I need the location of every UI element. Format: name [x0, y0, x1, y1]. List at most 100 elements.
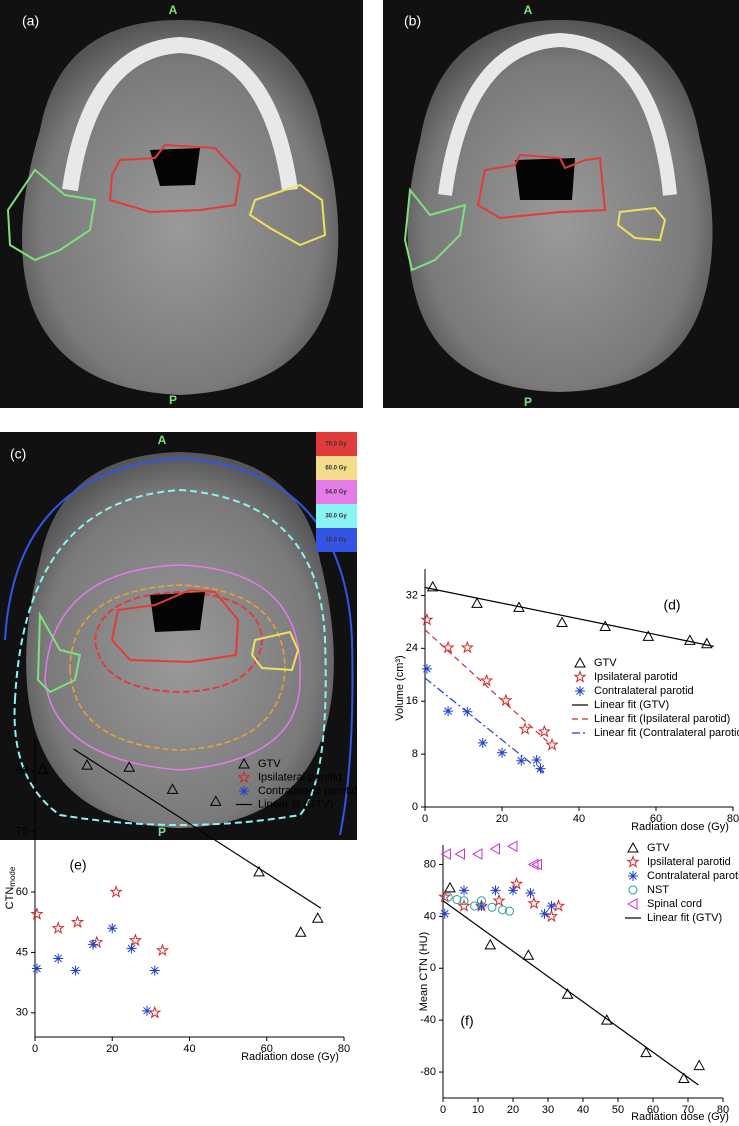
marker	[477, 737, 488, 748]
marker	[476, 900, 487, 911]
marker	[477, 896, 486, 906]
marker	[426, 580, 439, 592]
y-axis-label: Volume (cm³)	[394, 655, 406, 720]
legend-marker	[626, 854, 640, 868]
legend-marker	[574, 656, 586, 668]
marker	[444, 881, 456, 893]
legend-marker	[627, 841, 639, 853]
marker	[459, 885, 469, 896]
marker	[441, 640, 455, 654]
panel-label: (a)	[22, 13, 39, 29]
x-tick-label: 0	[422, 813, 428, 825]
parotid-contour	[36, 611, 82, 694]
legend-marker	[239, 786, 249, 796]
anterior-label: A	[169, 3, 178, 17]
marker	[531, 755, 542, 766]
marker	[128, 933, 143, 947]
parotid-contour	[6, 168, 97, 262]
marker	[497, 747, 507, 758]
dose-swatch	[316, 480, 357, 504]
y-axis-label-text: CTN	[4, 887, 16, 910]
marker	[531, 858, 542, 871]
x-tick-label: 60	[647, 1104, 659, 1116]
panel-label: (e)	[69, 857, 86, 873]
marker	[509, 876, 524, 890]
marker	[53, 953, 64, 964]
y-axis-label-text: Volume (cm³)	[394, 655, 406, 720]
marker	[677, 1072, 690, 1084]
marker	[525, 888, 536, 899]
marker	[253, 865, 265, 877]
anterior-label: A	[158, 433, 167, 447]
x-axis-label: Radiation dose (Gy)	[631, 821, 729, 833]
marker	[439, 908, 450, 919]
legend-marker	[237, 770, 251, 784]
gtv-contour	[108, 143, 242, 214]
marker	[421, 663, 432, 674]
marker	[545, 737, 559, 751]
marker	[457, 898, 471, 912]
y-axis-label-text: Mean CTN (HU)	[418, 932, 430, 1011]
head	[407, 20, 713, 392]
marker	[149, 965, 160, 976]
y-tick-label: 60	[16, 886, 28, 898]
marker	[599, 620, 612, 632]
legend-label: Contralateral parotid	[258, 785, 358, 797]
mandible	[438, 32, 677, 196]
marker	[87, 939, 98, 950]
dose-legend: 70.0 Gy 60.0 Gy 54.0 Gy 30.0 Gy 10.0 Gy	[316, 432, 357, 552]
marker	[546, 900, 557, 911]
marker	[155, 943, 170, 957]
legend-marker	[573, 669, 587, 683]
y-axis-label-subscript: mode	[8, 866, 17, 887]
fit-line	[442, 900, 699, 1086]
y-tick-label: 24	[406, 642, 418, 654]
y-tick-label: 75	[16, 826, 28, 838]
marker	[600, 1014, 613, 1025]
ct-panel-b: (b) A P	[383, 0, 739, 409]
panel-label: (c)	[10, 446, 26, 462]
marker	[492, 893, 506, 907]
legend-label: NST	[647, 884, 669, 896]
y-axis-label: Mean CTN (HU)	[418, 932, 430, 1011]
parotid-contour	[403, 187, 467, 272]
marker	[294, 926, 307, 937]
charts: 0 20 40 60 80 0 8 16 24 32 Radiation dose (Gy) Volu…	[4, 569, 739, 1123]
marker	[522, 949, 535, 960]
head	[26, 452, 334, 828]
x-tick-label: 10	[472, 1104, 484, 1116]
marker	[490, 885, 501, 896]
ct-panel-c: (c) A P 70.0 Gy 60.0 Gy 54.0 Gy 30.0 Gy 10.0…	[0, 432, 357, 840]
posterior-label: P	[158, 825, 166, 839]
x-tick-label: 50	[612, 1104, 624, 1116]
dose-swatch	[316, 432, 357, 456]
y-tick-label: 45	[16, 946, 28, 958]
legend-label: Spinal cord	[647, 898, 702, 910]
legend-label: GTV	[258, 758, 281, 770]
marker	[440, 848, 451, 860]
marker	[489, 843, 500, 855]
posterior-label: P	[169, 393, 177, 407]
marker	[508, 885, 518, 896]
marker	[148, 1005, 162, 1019]
marker	[109, 885, 123, 898]
x-tick-label: 20	[496, 813, 508, 825]
marker	[640, 1046, 652, 1058]
marker	[166, 783, 179, 794]
legend-label: Linear fit (GTV)	[647, 912, 722, 924]
dose-contour	[13, 488, 327, 826]
x-axis-label: Radiation dose (Gy)	[631, 1111, 729, 1123]
marker	[693, 1059, 706, 1071]
marker	[126, 943, 137, 954]
marker	[471, 597, 483, 608]
marker	[454, 848, 465, 860]
x-tick-label: 40	[183, 1043, 195, 1055]
legend-label: Ipsilateral parotid	[594, 671, 678, 683]
marker	[700, 637, 713, 649]
marker	[443, 706, 454, 717]
marker	[479, 673, 494, 687]
ct-panel-a: (a) A P	[0, 0, 363, 408]
marker	[518, 721, 532, 735]
x-tick-label: 0	[32, 1043, 38, 1055]
